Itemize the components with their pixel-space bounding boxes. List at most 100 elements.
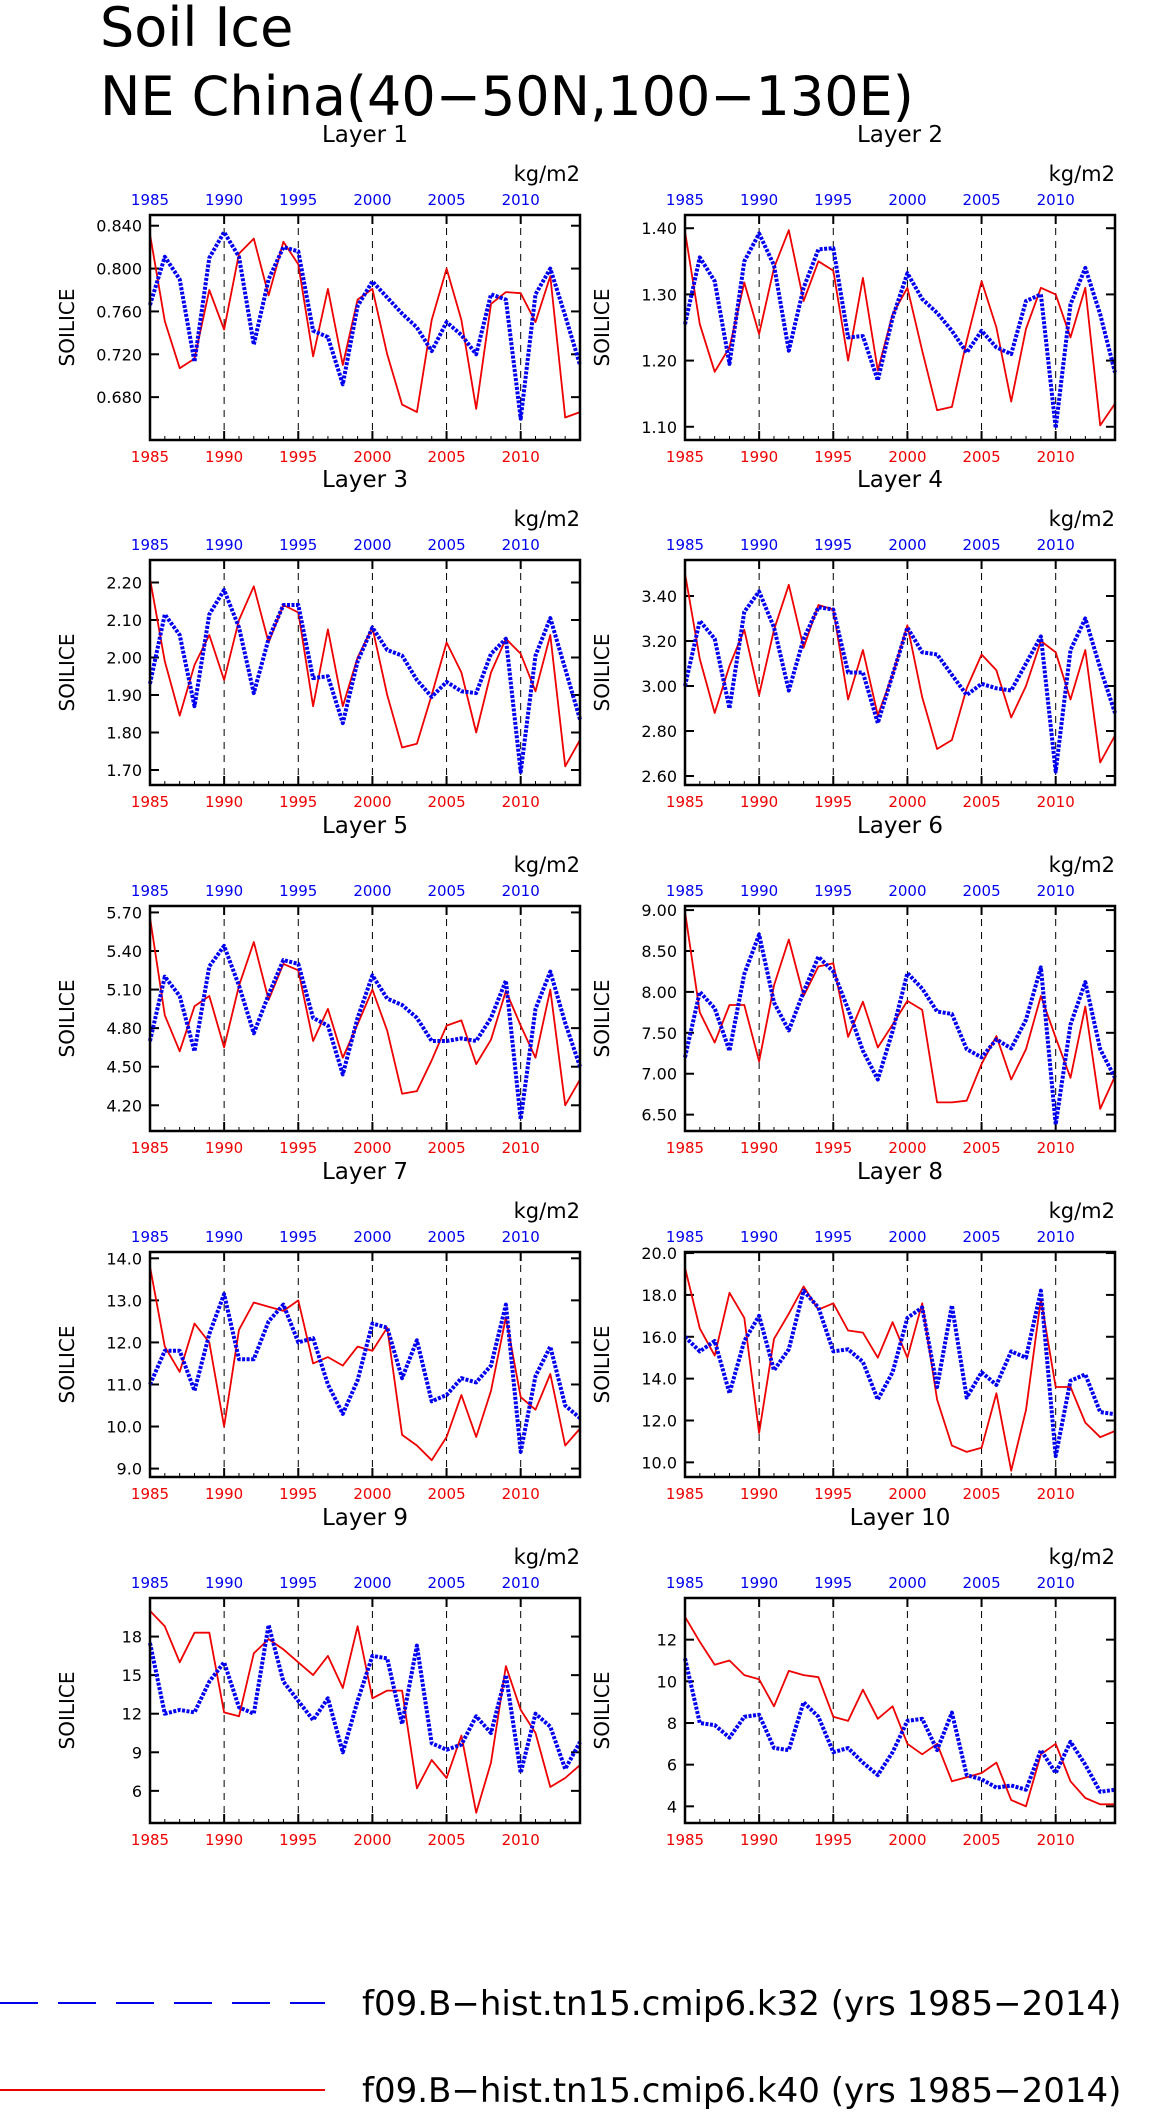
x-tick-label-bottom: 1990 <box>740 1139 778 1157</box>
x-tick-label-bottom: 2000 <box>353 793 391 811</box>
y-axis-label: SOILICE <box>590 1672 614 1750</box>
y-axis-label: SOILICE <box>55 1672 79 1750</box>
y-tick-label: 4.80 <box>106 1019 142 1038</box>
x-tick-label-bottom: 2010 <box>502 1139 540 1157</box>
y-tick-label: 0.680 <box>96 388 142 407</box>
chart-panel: Layer 6 kg/m2 SOILICE 1985 1985 1990 1990 1995 1… <box>590 813 1117 1157</box>
y-tick-label: 5.10 <box>106 981 142 1000</box>
chart-panel: Layer 4 kg/m2 SOILICE 1985 1985 1990 1990 1995 1… <box>590 467 1117 811</box>
plot-frame <box>683 1250 1117 1479</box>
panel-title: Layer 7 <box>322 1159 408 1185</box>
x-tick-label-top: 1995 <box>814 1228 852 1246</box>
chart-panel: Layer 7 kg/m2 SOILICE 1985 1985 1990 1990 1995 1… <box>55 1159 582 1503</box>
chart-panels: Layer 1 kg/m2 SOILICE 1985 1985 1990 1990 1995 1… <box>55 122 1117 1849</box>
x-tick-label-bottom: 1985 <box>666 1831 704 1849</box>
x-tick-label-bottom: 2005 <box>962 1485 1000 1503</box>
x-tick-label-bottom: 1995 <box>279 1831 317 1849</box>
y-tick-label: 10.0 <box>106 1418 142 1437</box>
y-axis-label: SOILICE <box>590 980 614 1058</box>
x-tick-label-top: 1985 <box>666 191 704 209</box>
y-tick-label: 3.20 <box>641 632 677 651</box>
x-tick-label-bottom: 2010 <box>1037 793 1075 811</box>
series-line-k40 <box>684 229 1116 427</box>
x-tick-label-bottom: 2010 <box>1037 448 1075 466</box>
x-tick-label-bottom: 1985 <box>666 448 704 466</box>
units-label: kg/m2 <box>514 1545 580 1569</box>
x-tick-label-bottom: 2010 <box>502 1831 540 1849</box>
y-tick-label: 18.0 <box>641 1286 677 1305</box>
x-tick-label-bottom: 2005 <box>427 1139 465 1157</box>
x-tick-label-bottom: 2005 <box>427 448 465 466</box>
x-tick-label-bottom: 2005 <box>962 1831 1000 1849</box>
y-tick-label: 1.30 <box>641 285 677 304</box>
x-tick-label-bottom: 2010 <box>502 1485 540 1503</box>
y-axis-label: SOILICE <box>55 980 79 1058</box>
y-tick-label: 1.40 <box>641 219 677 238</box>
x-tick-label-top: 1985 <box>131 191 169 209</box>
x-tick-label-bottom: 1990 <box>205 1831 243 1849</box>
y-tick-label: 16.0 <box>641 1328 677 1347</box>
x-tick-label-top: 2005 <box>427 882 465 900</box>
y-tick-label: 12 <box>122 1705 142 1724</box>
y-tick-label: 2.60 <box>641 767 677 786</box>
legend-label-k40: f09.B−hist.tn15.cmip6.k40 (yrs 1985−2014… <box>362 2071 1121 2111</box>
x-tick-label-bottom: 2005 <box>427 793 465 811</box>
plot-frame <box>148 558 582 787</box>
x-tick-label-bottom: 2000 <box>353 1139 391 1157</box>
series-line-k40 <box>149 578 581 768</box>
units-label: kg/m2 <box>514 1199 580 1223</box>
x-tick-label-top: 2010 <box>1037 1574 1075 1592</box>
x-tick-label-bottom: 2005 <box>962 448 1000 466</box>
x-tick-label-bottom: 1995 <box>814 1831 852 1849</box>
units-label: kg/m2 <box>514 162 580 186</box>
x-tick-label-top: 1985 <box>131 536 169 554</box>
series-line-k32 <box>683 1288 1116 1459</box>
x-tick-label-bottom: 1995 <box>814 1485 852 1503</box>
x-tick-label-top: 1985 <box>666 882 704 900</box>
x-tick-label-top: 2010 <box>1037 1228 1075 1246</box>
x-tick-label-top: 1995 <box>279 1574 317 1592</box>
y-tick-label: 1.70 <box>106 761 142 780</box>
panel-title: Layer 9 <box>322 1505 408 1531</box>
y-tick-label: 14.0 <box>106 1249 142 1268</box>
x-tick-label-bottom: 2005 <box>962 793 1000 811</box>
y-tick-label: 12.0 <box>641 1411 677 1430</box>
panel-title: Layer 4 <box>857 467 943 493</box>
panel-title: Layer 8 <box>857 1159 943 1185</box>
series-line-k32 <box>148 943 582 1122</box>
y-tick-label: 0.760 <box>96 302 142 321</box>
x-tick-label-top: 2005 <box>962 882 1000 900</box>
x-tick-label-bottom: 2005 <box>962 1139 1000 1157</box>
x-tick-label-bottom: 2000 <box>888 1139 926 1157</box>
x-tick-label-bottom: 2000 <box>888 793 926 811</box>
x-tick-label-top: 2005 <box>427 1574 465 1592</box>
x-tick-label-top: 1990 <box>740 536 778 554</box>
x-tick-label-top: 2010 <box>502 882 540 900</box>
y-tick-label: 10.0 <box>641 1453 677 1472</box>
x-tick-label-bottom: 2010 <box>1037 1831 1075 1849</box>
y-tick-label: 1.20 <box>641 352 677 371</box>
x-tick-label-top: 2005 <box>962 536 1000 554</box>
chart-panel: Layer 2 kg/m2 SOILICE 1985 1985 1990 1990 1995 1… <box>590 122 1117 466</box>
y-tick-label: 8.00 <box>641 983 677 1002</box>
x-tick-label-top: 2010 <box>1037 536 1075 554</box>
x-tick-label-top: 2010 <box>502 191 540 209</box>
series-line-k40 <box>684 1267 1116 1472</box>
x-tick-label-top: 2010 <box>502 1228 540 1246</box>
units-label: kg/m2 <box>1049 1199 1115 1223</box>
x-tick-label-top: 1985 <box>131 1574 169 1592</box>
x-tick-label-top: 1990 <box>205 1228 243 1246</box>
panel-title: Layer 1 <box>322 122 408 148</box>
series-line-k32 <box>148 1623 582 1775</box>
units-label: kg/m2 <box>1049 162 1115 186</box>
legend-label-k32: f09.B−hist.tn15.cmip6.k32 (yrs 1985−2014… <box>362 1984 1121 2024</box>
x-tick-label-bottom: 1985 <box>131 1485 169 1503</box>
x-tick-label-bottom: 2005 <box>427 1831 465 1849</box>
x-tick-label-bottom: 2000 <box>353 1831 391 1849</box>
x-tick-label-bottom: 2000 <box>888 1831 926 1849</box>
plot-frame <box>148 904 582 1133</box>
x-tick-label-bottom: 1990 <box>740 1485 778 1503</box>
x-tick-label-bottom: 1985 <box>131 1139 169 1157</box>
x-tick-label-bottom: 1985 <box>131 1831 169 1849</box>
plot-frame <box>683 213 1117 442</box>
